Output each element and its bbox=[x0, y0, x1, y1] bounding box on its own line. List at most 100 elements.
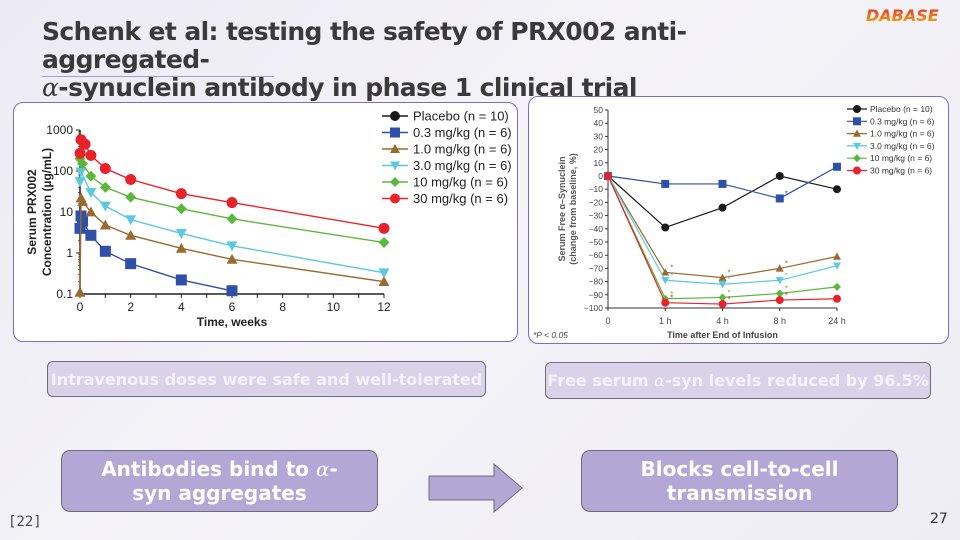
y-tick-label: 40 bbox=[594, 118, 604, 128]
significance-marker: * bbox=[728, 288, 731, 297]
data-point bbox=[99, 181, 111, 193]
data-point bbox=[175, 229, 187, 239]
x-axis-label: Time after End of Infusion bbox=[667, 330, 778, 340]
legend-label: Placebo (n = 10) bbox=[413, 109, 509, 124]
series-3: 3.0 mg/kg (n = 6) bbox=[74, 158, 512, 279]
data-point bbox=[378, 268, 390, 279]
y-tick-label: −20 bbox=[589, 197, 604, 207]
significance-marker: * bbox=[785, 271, 788, 280]
y-axis-label: Serum PRX002Concentration (µg/mL) bbox=[25, 148, 54, 276]
legend-marker bbox=[390, 127, 400, 138]
legend-marker bbox=[390, 111, 400, 121]
x-tick-label: 24 h bbox=[828, 316, 846, 326]
x-tick-label: 6 bbox=[229, 300, 236, 314]
x-axis-label: Time, weeks bbox=[197, 315, 268, 329]
series-0: Placebo (n = 10) bbox=[382, 109, 509, 124]
data-point bbox=[85, 188, 97, 198]
alpha-symbol: α bbox=[654, 371, 666, 390]
data-point bbox=[775, 172, 784, 180]
data-point bbox=[718, 293, 727, 302]
data-point bbox=[833, 162, 841, 171]
alpha-symbol: α bbox=[315, 457, 330, 481]
y-tick-label: −80 bbox=[589, 277, 604, 287]
legend-label: 1.0 mg/kg (n = 6) bbox=[870, 129, 935, 139]
legend-marker bbox=[853, 142, 861, 150]
x-tick-label: 4 h bbox=[716, 316, 729, 326]
pk-concentration-chart: 0.1 1 10 100 1000 0 2 4 6 8 10 12 Time, weeks Serum P… bbox=[25, 109, 512, 330]
data-point bbox=[125, 258, 137, 270]
x-tick-label: 12 bbox=[377, 300, 391, 314]
dabase-logo: DABASE bbox=[866, 6, 939, 24]
significance-marker: * bbox=[670, 263, 673, 272]
significance-marker: * bbox=[728, 275, 731, 284]
x-tick-label: 2 bbox=[127, 300, 134, 314]
y-tick-label: 1000 bbox=[46, 123, 73, 137]
legend-marker bbox=[390, 161, 400, 171]
legend-marker bbox=[853, 154, 861, 163]
y-tick-label: −100 bbox=[584, 303, 603, 313]
data-point bbox=[833, 185, 841, 194]
data-point bbox=[378, 222, 390, 234]
y-tick-label: 1 bbox=[66, 246, 73, 260]
x-tick-label: 8 h bbox=[773, 316, 786, 326]
data-point bbox=[718, 179, 727, 188]
y-tick-label: 20 bbox=[594, 145, 604, 155]
y-tick-label: −50 bbox=[589, 237, 604, 247]
mechanism-block-box: Blocks cell-to-cell transmission bbox=[581, 450, 898, 512]
y-tick-label: 30 bbox=[594, 131, 604, 141]
data-point bbox=[718, 273, 727, 281]
data-point bbox=[99, 201, 111, 212]
title-underline bbox=[42, 76, 274, 77]
data-point bbox=[99, 219, 111, 230]
y-tick-label: −90 bbox=[589, 290, 604, 300]
data-point bbox=[77, 215, 89, 227]
y-tick-label: −30 bbox=[589, 211, 604, 221]
legend-marker bbox=[390, 144, 400, 153]
mechanism-block-text: Blocks cell-to-cell transmission bbox=[640, 457, 839, 505]
data-point bbox=[175, 203, 187, 215]
y-tick-label: 100 bbox=[53, 164, 73, 178]
data-point bbox=[775, 264, 784, 272]
footnote: *P < 0.05 bbox=[533, 330, 568, 340]
data-point bbox=[775, 296, 784, 305]
data-point bbox=[718, 281, 727, 289]
y-axis-label: Serum Free α–Synuclein(change from basel… bbox=[557, 153, 578, 265]
data-point bbox=[99, 163, 111, 175]
data-point bbox=[775, 277, 784, 285]
y-tick-label: 10 bbox=[594, 158, 604, 168]
y-tick-label: −70 bbox=[589, 263, 604, 273]
series-line bbox=[607, 175, 838, 279]
series-line bbox=[607, 175, 838, 285]
data-point bbox=[85, 170, 97, 182]
data-point bbox=[175, 242, 187, 253]
x-tick-label: 0 bbox=[77, 300, 84, 314]
logo-text: DABASE bbox=[866, 6, 939, 24]
mechanism-bind-text: Antibodies bind to α-syn aggregates bbox=[101, 457, 338, 505]
legend-label: 1.0 mg/kg (n = 6) bbox=[413, 142, 512, 157]
data-point bbox=[661, 298, 670, 307]
free-synuclein-chart: 50 40 30 20 10 0 −10 −20 −30 −40 −50 −60 −70 −80 −90 −1… bbox=[533, 104, 935, 340]
safety-callout-text: Intravenous doses were safe and well-tol… bbox=[50, 369, 483, 389]
legend-marker bbox=[390, 193, 400, 204]
series-4: * * *10 mg/kg (n = 6) bbox=[604, 153, 932, 303]
x-tick-label: 10 bbox=[327, 300, 341, 314]
data-point bbox=[85, 206, 97, 217]
legend-label: Placebo (n = 10) bbox=[870, 104, 933, 114]
series-5: 30 mg/kg (n = 6) bbox=[74, 134, 508, 234]
data-point bbox=[661, 268, 670, 276]
data-point bbox=[661, 223, 670, 232]
reduction-callout: Free serum α-syn levels reduced by 96.5% bbox=[545, 362, 931, 399]
data-point bbox=[226, 285, 238, 297]
legend-label: 3.0 mg/kg (n = 6) bbox=[413, 158, 512, 173]
data-point bbox=[718, 300, 727, 309]
data-point bbox=[661, 179, 670, 188]
pk-chart-panel: 0.1 1 10 100 1000 0 2 4 6 8 10 12 Time, weeks Serum P… bbox=[13, 102, 518, 342]
series-5: * * * 30 mg/kg (n = 6) bbox=[604, 166, 932, 309]
data-point bbox=[833, 262, 841, 270]
x-tick-label: 4 bbox=[178, 300, 185, 314]
data-point bbox=[79, 138, 91, 150]
legend-label: 30 mg/kg (n = 6) bbox=[870, 166, 932, 176]
legend-marker bbox=[853, 117, 861, 126]
data-point bbox=[378, 276, 390, 287]
data-point bbox=[226, 253, 238, 264]
